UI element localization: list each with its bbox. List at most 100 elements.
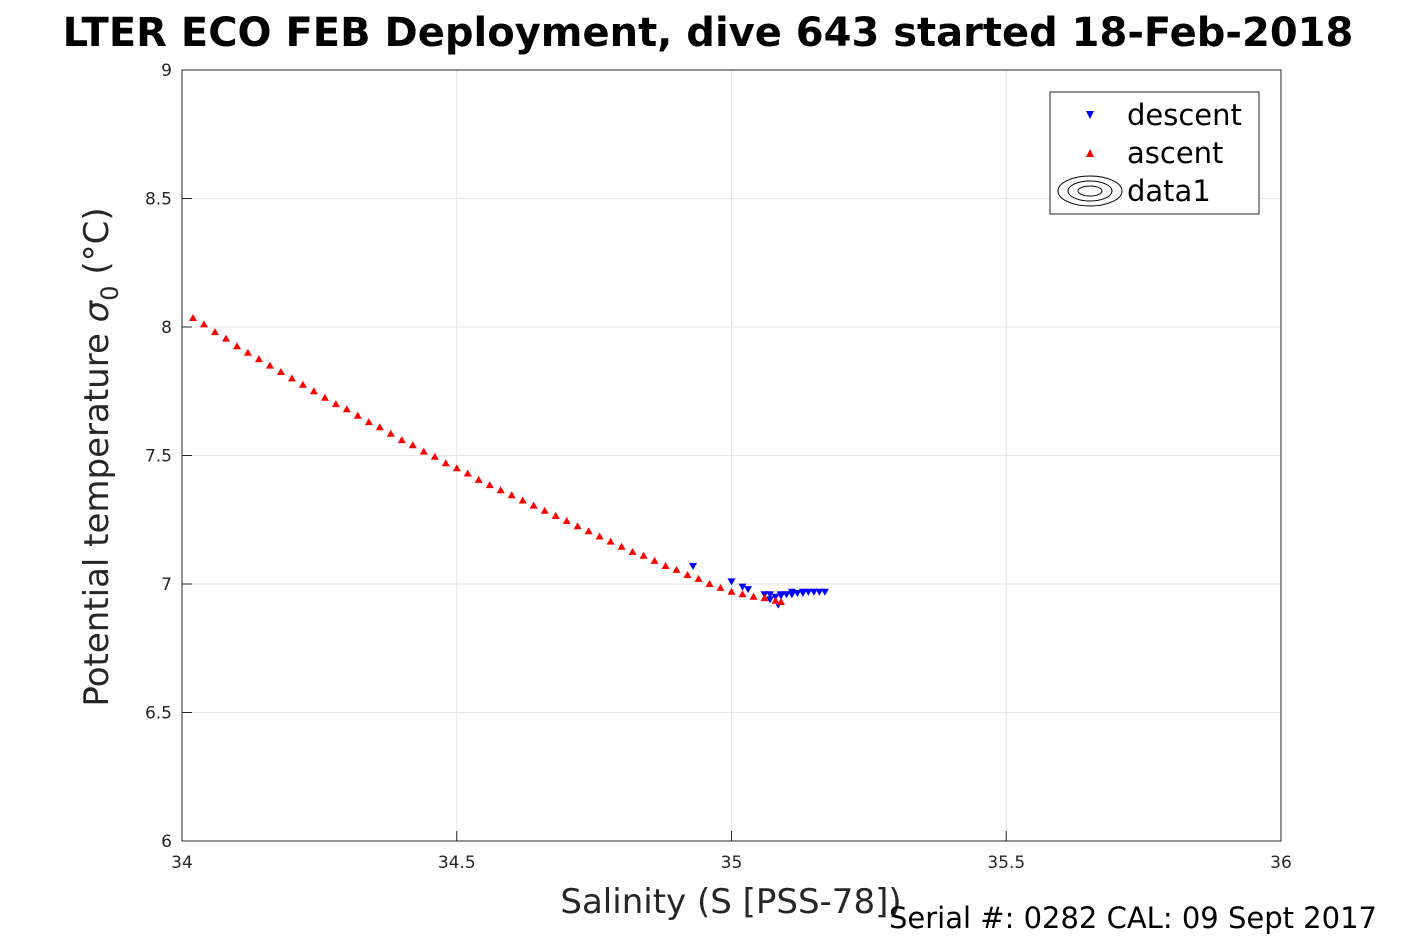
legend-descent-label: descent: [1127, 98, 1242, 132]
ascent-point: [474, 475, 483, 483]
ascent-point: [331, 400, 340, 408]
x-tick-label: 34: [171, 853, 193, 873]
legend-ascent-marker: [1086, 149, 1094, 157]
ascent-point: [639, 551, 648, 559]
ascent-point: [364, 418, 373, 426]
legend-ascent-label: ascent: [1127, 136, 1223, 170]
descent-point: [809, 588, 818, 596]
ascent-point: [243, 348, 252, 356]
ascent-point: [672, 565, 681, 573]
ascent-point: [777, 598, 785, 605]
ascent-point: [628, 547, 637, 555]
ascent-point: [189, 314, 197, 321]
serial-cal-footer: Serial #: 0282 CAL: 09 Sept 2017: [889, 901, 1377, 935]
ascent-point: [320, 393, 329, 401]
ascent-point: [386, 429, 395, 437]
ascent-point: [265, 361, 274, 369]
x-tick-label: 36: [1270, 853, 1292, 873]
ascent-point: [738, 590, 747, 598]
descent-point: [798, 588, 807, 596]
ascent-point: [507, 491, 516, 499]
ascent-point: [233, 342, 241, 350]
ascent-point: [518, 496, 527, 504]
y-axis-ticks: 6 6.5 7 7.5 8 8.5 9: [145, 61, 192, 852]
y-axis-label-sub: 0: [96, 285, 124, 300]
ascent-point: [287, 374, 296, 382]
ascent-point: [419, 447, 428, 455]
x-axis-ticks: 34 34.5 35 35.5 36: [171, 831, 1292, 873]
chart-title: LTER ECO FEB Deployment, dive 643 starte…: [63, 10, 1354, 56]
ascent-point: [551, 511, 560, 519]
ascent-point: [485, 481, 494, 489]
ascent-point: [452, 464, 461, 472]
y-tick-label: 6: [161, 832, 172, 852]
y-tick-label: 6.5: [145, 704, 172, 724]
ascent-point: [595, 532, 604, 540]
ascent-point: [540, 506, 549, 514]
y-axis-label-main: Potential temperature: [77, 322, 117, 706]
ascent-point: [298, 380, 307, 388]
ascent-point: [430, 452, 439, 460]
ascent-point: [562, 517, 571, 524]
descent-point: [738, 583, 747, 591]
legend: descent ascent data1: [1049, 91, 1260, 215]
ascent-point: [254, 355, 263, 363]
legend-box: [1049, 91, 1260, 215]
ascent-point: [573, 522, 582, 530]
ascent-point: [496, 486, 505, 494]
y-axis-label: Potential temperature σ0 (°C): [77, 207, 124, 706]
x-tick-label: 34.5: [438, 853, 476, 873]
ascent-point: [309, 387, 318, 395]
ascent-point: [661, 562, 670, 569]
ascent-point: [683, 571, 692, 578]
ascent-point: [529, 501, 538, 509]
descent-point: [727, 578, 736, 586]
x-tick-label: 35: [721, 853, 743, 873]
descent-point: [777, 592, 785, 600]
y-tick-label: 7.5: [145, 447, 172, 467]
ascent-point: [694, 574, 703, 582]
ascent-point: [463, 469, 472, 477]
y-tick-label: 7: [161, 575, 172, 595]
descent-point: [820, 588, 829, 596]
ascent-point: [705, 580, 714, 587]
ascent-point: [375, 423, 384, 431]
ascent-point: [727, 587, 736, 595]
y-tick-label: 8.5: [145, 190, 172, 210]
ascent-point: [584, 527, 593, 535]
ascent-point: [749, 592, 758, 600]
ascent-point: [211, 328, 219, 336]
descent-point: [766, 591, 774, 599]
ascent-point: [276, 368, 285, 375]
descent-point: [804, 588, 813, 596]
y-axis-label-sigma: σ: [77, 299, 117, 322]
legend-data1-label: data1: [1127, 174, 1211, 208]
descent-point: [793, 590, 802, 597]
ascent-point: [408, 441, 417, 449]
ascent-point: [397, 436, 406, 444]
y-tick-label: 9: [161, 61, 172, 81]
y-axis-label-unit: (°C): [77, 207, 117, 285]
descent-point: [815, 588, 824, 596]
legend-contour-icon: [1057, 175, 1123, 207]
ascent-point: [771, 596, 780, 604]
ascent-point: [353, 411, 362, 419]
y-tick-label: 8: [161, 318, 172, 338]
ascent-point: [716, 583, 725, 591]
ascent-point: [760, 594, 769, 602]
x-tick-label: 35.5: [987, 853, 1025, 873]
ascent-point: [650, 556, 659, 564]
ascent-point: [342, 405, 351, 413]
ascent-point: [222, 334, 230, 342]
data-points: [189, 314, 829, 609]
ascent-point: [617, 542, 626, 550]
descent-point: [744, 586, 752, 594]
descent-point: [787, 588, 796, 596]
ascent-point: [200, 320, 208, 328]
legend-descent-marker: [1086, 111, 1094, 119]
ascent-point: [441, 459, 450, 467]
x-axis-label: Salinity (S [PSS-78]): [560, 882, 901, 922]
descent-point: [689, 563, 697, 570]
ascent-point: [606, 537, 615, 545]
